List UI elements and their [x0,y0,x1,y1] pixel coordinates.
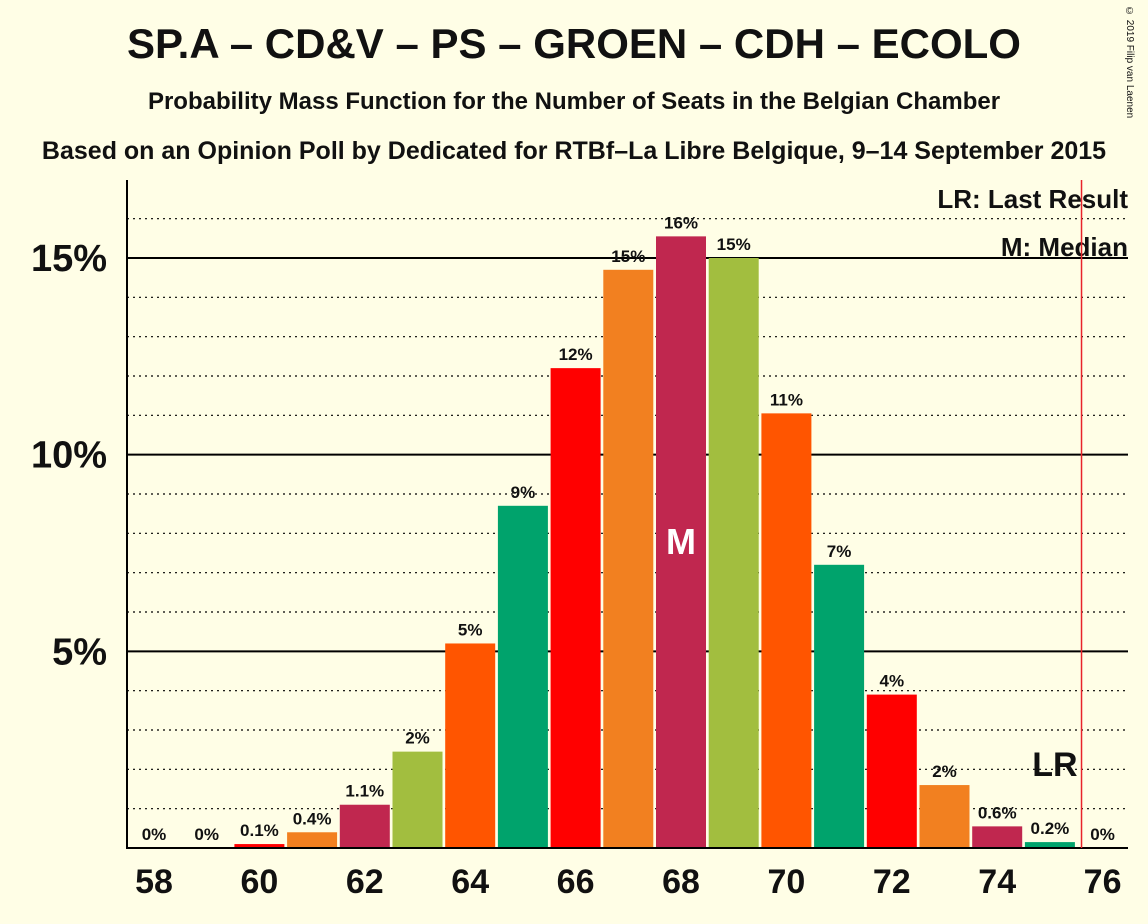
bar-68 [656,236,706,848]
bar-66 [550,368,601,848]
chart-source: Based on an Opinion Poll by Dedicated fo… [41,137,1107,165]
median-marker: M [666,521,696,562]
data-label-59: 0% [194,825,219,844]
bar-60 [234,844,285,848]
bar-61 [287,832,338,848]
chart-subtitle: Probability Mass Function for the Number… [147,88,1001,115]
data-label-60: 0.1% [240,821,279,840]
bar-72 [866,694,917,848]
x-tick-label: 74 [978,863,1016,901]
data-label-68: 16% [664,213,698,232]
data-label-62: 1.1% [345,782,384,801]
data-label-76: 0% [1090,825,1115,844]
data-label-72: 4% [880,672,905,691]
data-label-73: 2% [932,762,957,781]
data-label-58: 0% [142,825,167,844]
bar-75 [1024,842,1075,848]
data-label-61: 0.4% [293,809,332,828]
x-tick-label: 76 [1084,863,1122,901]
x-tick-label: 68 [662,863,700,901]
data-label-66: 12% [559,345,593,364]
data-label-69: 15% [717,235,751,254]
data-label-64: 5% [458,620,483,639]
bar-69 [708,258,759,848]
last-result-marker: LR [1032,746,1077,784]
bar-67 [603,269,654,848]
data-label-65: 9% [511,483,536,502]
data-label-70: 11% [770,390,803,409]
bar-74 [972,826,1023,848]
bar-70 [761,413,812,848]
bar-71 [814,564,865,848]
data-label-75: 0.2% [1031,819,1070,838]
y-tick-label: 5% [52,631,107,673]
bar-64 [445,643,496,848]
legend-last-result: LR: Last Result [937,184,1128,214]
copyright: © 2019 Filip van Laenen [1124,6,1135,119]
y-tick-label: 10% [31,435,107,477]
chart-title: SP.A – CD&V – PS – GROEN – CDH – ECOLO [127,20,1021,67]
data-label-63: 2% [405,729,430,748]
x-tick-label: 66 [557,863,595,901]
data-label-67: 15% [611,247,645,266]
data-label-71: 7% [827,542,852,561]
x-tick-label: 62 [346,863,384,901]
bar-65 [497,505,548,848]
bar-73 [919,785,970,848]
data-label-74: 0.6% [978,803,1017,822]
bar-63 [392,751,443,848]
x-tick-label: 64 [451,863,489,901]
x-tick-label: 70 [767,863,805,901]
bar-62 [339,804,390,848]
y-tick-label: 15% [31,238,107,280]
x-tick-label: 60 [240,863,278,901]
x-tick-label: 72 [873,863,911,901]
x-tick-label: 58 [135,863,173,901]
